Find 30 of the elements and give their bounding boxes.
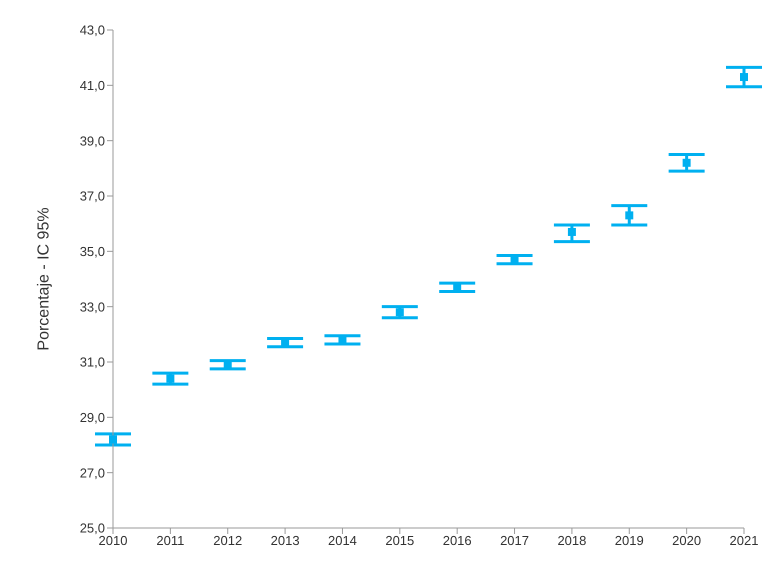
point [682,158,691,167]
y-tick-label: 25,0 [80,520,105,536]
y-tick-label: 43,0 [80,22,105,38]
x-tick-label: 2012 [213,533,242,548]
x-tick-label: 2011 [156,533,184,548]
point [740,73,748,82]
y-tick-label: 33,0 [80,299,105,314]
x-tick-label: 2021 [730,533,758,548]
x-tick-label: 2020 [672,533,702,548]
point [166,374,174,383]
x-tick-label: 2014 [328,533,357,548]
x-tick-label: 2015 [385,533,414,548]
y-tick-label: 35,0 [80,244,105,259]
y-tick-label: 39,0 [80,133,105,148]
y-tick-label: 37,0 [80,188,105,204]
point [625,211,634,220]
y-axis-title: Porcentaje - IC 95% [36,207,53,351]
x-tick-label: 2019 [614,533,644,548]
y-tick-label: 41,0 [80,78,105,93]
y-tick-label: 29,0 [80,410,105,425]
y-tick-label: 31,0 [80,354,105,370]
x-tick-label: 2016 [442,533,472,548]
x-tick-label: 2010 [98,533,128,548]
point [109,435,117,444]
x-tick-label: 2013 [270,533,300,548]
point [396,308,404,316]
y-tick-label: 27,0 [80,465,105,480]
x-tick-label: 2017 [500,533,530,548]
x-tick-label: 2018 [557,533,586,548]
point [568,228,576,236]
